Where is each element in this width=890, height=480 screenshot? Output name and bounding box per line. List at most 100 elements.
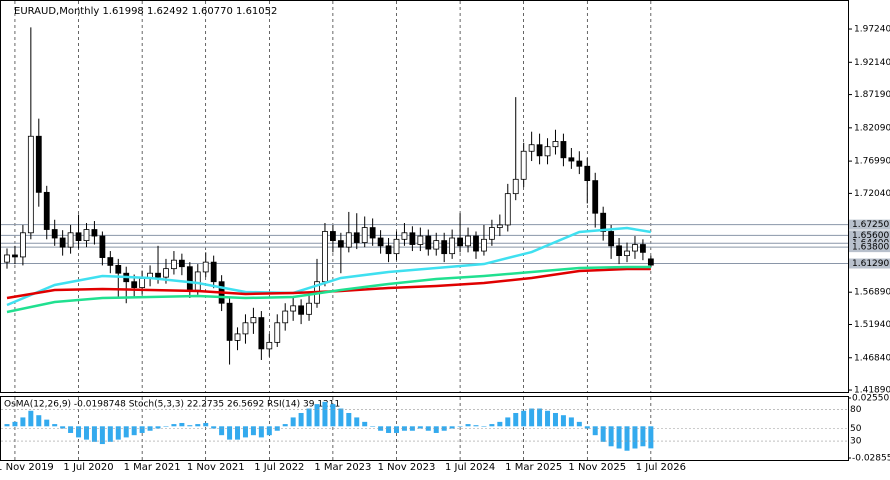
candle-body xyxy=(107,257,114,266)
y-tick-label: 1.87190 xyxy=(854,90,890,100)
osma-bar xyxy=(338,408,344,427)
osma-bar xyxy=(632,426,638,449)
osma-bar xyxy=(20,417,26,427)
candle-body xyxy=(417,235,424,245)
osma-bar xyxy=(115,426,121,440)
candle-body xyxy=(496,224,503,228)
osma-bar xyxy=(235,426,241,440)
candle-body xyxy=(322,231,328,283)
osma-bar xyxy=(608,426,614,447)
candle-body xyxy=(369,227,376,239)
candle-body xyxy=(520,150,527,180)
candle-body xyxy=(59,237,66,248)
stoch-level-label: 50 xyxy=(850,424,862,434)
osma-bar xyxy=(370,426,376,427)
candle-body xyxy=(242,322,249,335)
candle-body xyxy=(194,271,201,291)
osma-bar xyxy=(290,417,296,427)
candle-body xyxy=(298,305,305,315)
oscillator-header: OsMA(12,26,9) -0.0198748 Stoch(5,3,3) 22… xyxy=(4,400,340,410)
x-tick-label: 1 Nov 2021 xyxy=(187,462,245,473)
y-tick-label: 1.56890 xyxy=(854,288,890,298)
x-tick-label: 1 Mar 2023 xyxy=(314,462,371,473)
osma-bar xyxy=(441,426,447,431)
candle-body xyxy=(99,235,106,258)
osma-bar xyxy=(560,415,566,427)
x-tick-label: 1 Jul 2024 xyxy=(445,462,495,473)
osma-bar xyxy=(306,408,312,427)
x-tick-label: 1 Nov 2019 xyxy=(0,462,54,473)
osma-bar xyxy=(584,426,590,429)
osma-bar xyxy=(36,415,42,427)
osma-bar xyxy=(505,417,511,427)
main-panel xyxy=(0,0,849,393)
osma-bar xyxy=(52,424,58,427)
osma-bar xyxy=(433,426,439,433)
osma-bar xyxy=(346,412,352,427)
osma-bar xyxy=(592,426,598,436)
candle-body xyxy=(83,229,90,242)
osc-tick-label: 0.025502 xyxy=(852,394,890,404)
y-tick-label: 1.76990 xyxy=(854,157,890,167)
candle-body xyxy=(504,193,511,226)
y-tick-label: 1.51940 xyxy=(854,320,890,330)
osma-bar xyxy=(568,417,574,427)
osma-bar xyxy=(616,426,622,449)
candle-body xyxy=(640,244,646,253)
candle-body xyxy=(377,237,384,247)
candle-body xyxy=(163,268,169,278)
osma-bar xyxy=(640,426,646,447)
osma-bar xyxy=(545,410,551,427)
candle-body xyxy=(139,278,146,288)
osma-bar xyxy=(529,408,535,427)
candle-body xyxy=(353,232,360,243)
candle-body xyxy=(51,229,58,239)
osma-bar xyxy=(76,426,82,438)
candle-body xyxy=(330,231,336,242)
candle-body xyxy=(441,240,448,255)
moving-average xyxy=(6,226,652,307)
candle-body xyxy=(647,258,654,266)
osma-bar xyxy=(83,426,89,440)
x-tick-label: 1 Jul 2026 xyxy=(636,462,686,473)
y-tick-label: 1.41890 xyxy=(854,386,890,396)
osma-bar xyxy=(449,426,455,429)
candle-body xyxy=(600,212,607,232)
candle-body xyxy=(608,231,615,247)
candle-body xyxy=(306,302,312,315)
osma-bar xyxy=(457,426,463,427)
x-tick-label: 1 Nov 2023 xyxy=(378,462,436,473)
y-tick-label: 1.92140 xyxy=(854,58,890,68)
osma-bar xyxy=(600,426,606,442)
candle-body xyxy=(115,264,122,274)
candle-body xyxy=(576,160,583,167)
osma-bar xyxy=(131,426,137,436)
osma-bar xyxy=(489,424,495,427)
osma-bar xyxy=(576,421,582,427)
candle-body xyxy=(43,191,50,230)
osma-bar xyxy=(44,419,50,427)
osma-bar xyxy=(155,426,161,429)
osma-bar xyxy=(60,426,66,429)
candle-body xyxy=(512,178,519,195)
osma-bar xyxy=(648,426,654,449)
osma-bar xyxy=(465,424,471,427)
candle-body xyxy=(258,317,265,350)
osma-bar xyxy=(362,421,368,427)
osma-bar xyxy=(401,426,407,431)
candle-body xyxy=(544,146,551,157)
candle-body xyxy=(616,245,622,257)
candle-body xyxy=(234,333,241,341)
candle-body xyxy=(536,144,543,157)
osma-bar xyxy=(258,426,264,438)
x-tick-label: 1 Jul 2020 xyxy=(63,462,113,473)
osma-bar xyxy=(68,426,74,433)
candle-body xyxy=(528,144,535,152)
osma-bar xyxy=(28,410,34,427)
candle-body xyxy=(226,302,233,341)
level-label: 1.61290 xyxy=(852,259,889,269)
level-label-box xyxy=(849,242,890,253)
candle-body xyxy=(19,232,26,258)
candle-body xyxy=(210,261,217,283)
